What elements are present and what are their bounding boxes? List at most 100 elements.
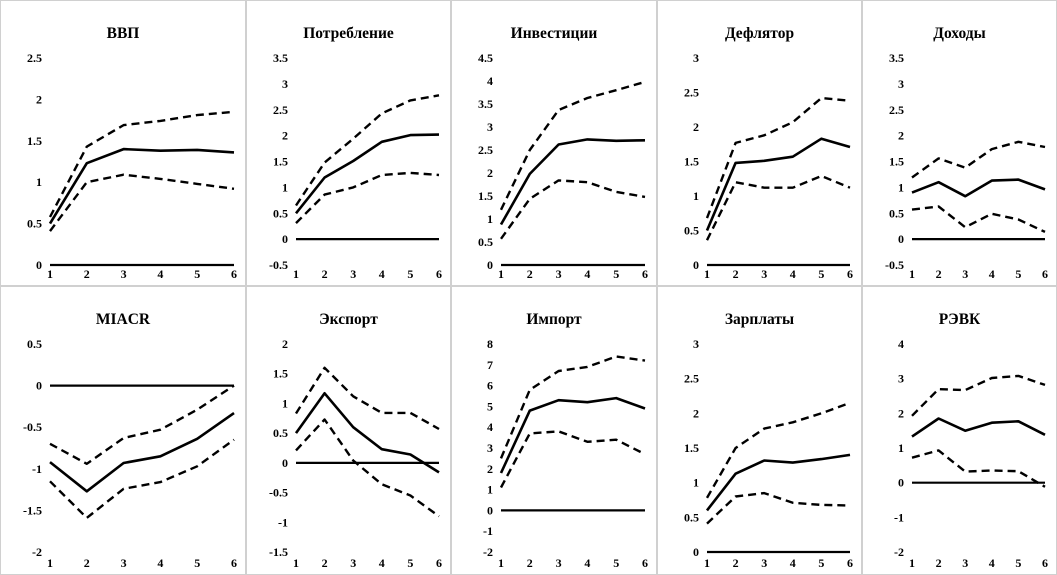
y-tick-label: 0	[487, 503, 493, 517]
y-tick-label: 1	[693, 476, 699, 490]
x-tick-label: 6	[847, 267, 853, 281]
y-tick-label: 0	[282, 232, 288, 246]
x-tick-label: 6	[231, 267, 237, 281]
y-tick-label: 6	[487, 379, 493, 393]
series-line-upper	[294, 366, 440, 431]
series-line-lower	[49, 438, 235, 520]
y-tick-label: -1	[32, 462, 42, 476]
chart-panel-8: Импорт -2 -1 0 1 2 3 4 5 6 7 8 1 2 3 4 5 6	[451, 286, 657, 575]
x-tick-label: 4	[379, 267, 385, 281]
chart-title: Инвестиции	[511, 25, 598, 42]
series-line-upper	[705, 401, 851, 499]
x-tick-label: 6	[436, 556, 442, 570]
series-line-response	[499, 138, 646, 226]
x-tick-label: 1	[47, 267, 53, 281]
x-tick-label: 2	[527, 267, 533, 281]
x-tick-label: 6	[231, 556, 237, 570]
series-line-upper	[295, 94, 440, 207]
y-tick-label: 8	[487, 337, 493, 351]
x-tick-label: 1	[47, 556, 53, 570]
x-tick-label: 5	[818, 267, 824, 281]
y-tick-label: 0	[36, 379, 42, 393]
y-tick-label: 2	[898, 129, 904, 143]
y-tick-label: 0.5	[27, 337, 42, 351]
chart-panel-5: Доходы -0.5 0 0.5 1 1.5 2 2.5 3 3.5 1 2 3 4 5 6	[862, 0, 1057, 286]
series-line-upper	[48, 110, 235, 218]
y-tick-label: 1.5	[27, 134, 42, 148]
x-tick-label: 2	[322, 556, 328, 570]
y-tick-label: 0	[693, 258, 699, 272]
y-tick-label: 0.5	[478, 235, 493, 249]
chart-panel-9: Зарплаты 0 0.5 1 1.5 2 2.5 3 1 2 3 4 5 6	[657, 286, 862, 575]
y-tick-label: -0.5	[269, 486, 288, 500]
x-tick-label: 5	[407, 267, 413, 281]
series-line-upper	[911, 140, 1046, 179]
y-tick-label: 2	[487, 462, 493, 476]
y-tick-label: 0.5	[889, 206, 904, 220]
y-tick-label: 1	[36, 175, 42, 189]
chart-panel-2: Потребление -0.5 0 0.5 1 1.5 2 2.5 3 3.5 1 2 3 4 5 6	[246, 0, 451, 286]
x-tick-label: 1	[909, 556, 915, 570]
y-tick-label: 0	[693, 545, 699, 559]
y-tick-label: 4	[898, 337, 904, 351]
y-tick-label: 0	[36, 258, 42, 272]
x-tick-label: 4	[790, 556, 796, 570]
x-tick-label: 1	[498, 267, 504, 281]
series-line-response	[499, 396, 646, 474]
y-tick-label: 5	[487, 399, 493, 413]
x-tick-label: 6	[1042, 556, 1048, 570]
chart-panel-10: РЭВК -2 -1 0 1 2 3 4 1 2 3 4 5 6	[862, 286, 1057, 575]
x-tick-label: 5	[613, 267, 619, 281]
x-tick-label: 1	[704, 267, 710, 281]
y-tick-label: 0.5	[684, 224, 699, 238]
x-tick-label: 2	[733, 267, 739, 281]
y-tick-label: 3	[693, 337, 699, 351]
panel-frame	[451, 286, 657, 575]
panel-frame	[451, 0, 657, 286]
x-tick-label: 3	[556, 267, 562, 281]
chart-title: ВВП	[107, 25, 140, 42]
x-tick-label: 5	[1015, 556, 1021, 570]
series-line-upper	[911, 374, 1046, 417]
chart-panel-1: ВВП 0 0.5 1 1.5 2 2.5 1 2 3 4 5 6	[0, 0, 246, 286]
series-line-lower	[911, 449, 1046, 488]
y-tick-label: 0	[487, 258, 493, 272]
y-tick-label: -1	[483, 524, 493, 538]
y-tick-label: -0.5	[23, 420, 42, 434]
x-tick-label: 2	[84, 556, 90, 570]
y-tick-label: 2.5	[273, 103, 288, 117]
x-tick-label: 4	[790, 267, 796, 281]
y-tick-label: 1	[898, 441, 904, 455]
y-tick-label: 1	[282, 180, 288, 194]
x-tick-label: 2	[733, 556, 739, 570]
y-tick-label: 3	[282, 77, 288, 91]
x-tick-label: 1	[909, 267, 915, 281]
chart-panel-4: Дефлятор 0 0.5 1 1.5 2 2.5 3 1 2 3 4 5 6	[657, 0, 862, 286]
series-line-lower	[500, 179, 646, 240]
y-tick-label: 1	[898, 180, 904, 194]
y-tick-label: 0	[282, 456, 288, 470]
chart-panel-7: Экспорт -1.5 -1 -0.5 0 0.5 1 1.5 2 1 2 3 4 5 6	[246, 286, 451, 575]
y-tick-label: 0.5	[27, 217, 42, 231]
panel-frame	[246, 286, 451, 575]
series-line-response	[705, 453, 851, 512]
y-tick-label: 3	[693, 51, 699, 65]
y-tick-label: 3	[487, 120, 493, 134]
y-tick-label: 2	[487, 166, 493, 180]
x-tick-label: 1	[704, 556, 710, 570]
y-tick-label: 0.5	[273, 426, 288, 440]
y-tick-label: 2.5	[478, 143, 493, 157]
series-line-lower	[295, 171, 440, 224]
series-line-response	[911, 417, 1046, 438]
y-tick-label: 3	[487, 441, 493, 455]
y-tick-label: 1.5	[478, 189, 493, 203]
series-line-upper	[499, 355, 646, 459]
panel-frame	[862, 286, 1057, 575]
x-tick-label: 4	[989, 267, 995, 281]
y-tick-label: 3.5	[273, 51, 288, 65]
series-line-lower	[706, 491, 851, 525]
x-tick-label: 4	[379, 556, 385, 570]
x-tick-label: 6	[436, 267, 442, 281]
x-tick-label: 3	[350, 556, 356, 570]
y-tick-label: -2	[483, 545, 493, 559]
